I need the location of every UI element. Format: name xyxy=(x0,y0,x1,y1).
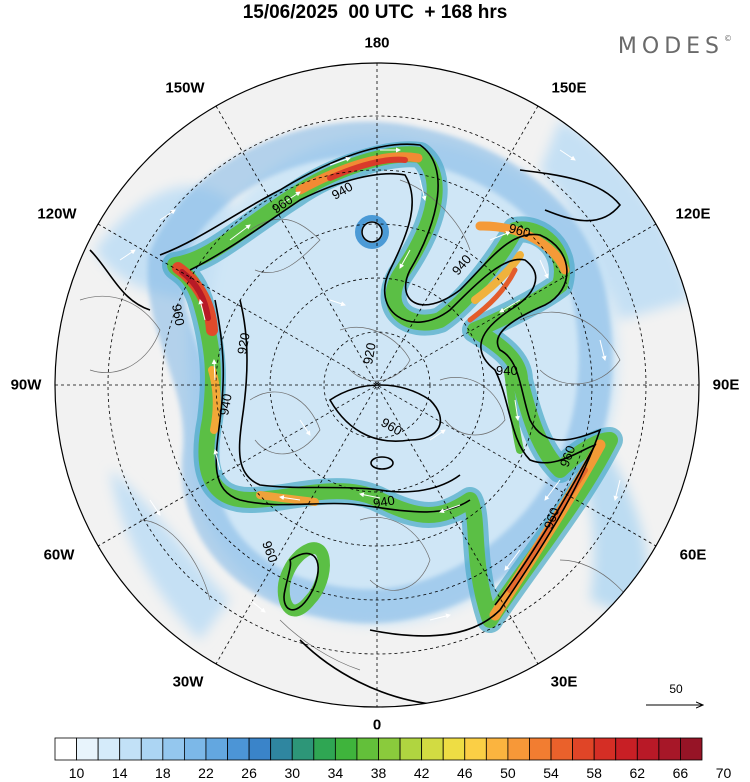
copyright-mark: © xyxy=(724,34,732,43)
height-contours xyxy=(89,143,622,706)
contour-label: 960 xyxy=(541,506,563,532)
lon-label-180: 180 xyxy=(364,34,390,52)
contour-label: 920 xyxy=(360,342,379,366)
brand-text: MODES xyxy=(617,34,724,59)
lon-label-0: 0 xyxy=(372,716,382,734)
graticule xyxy=(55,63,699,707)
lon-label-60w: 60W xyxy=(43,546,75,564)
lon-label-30e: 30E xyxy=(550,673,578,691)
reference-vector-arrow xyxy=(646,697,708,713)
jet-stream xyxy=(162,141,623,633)
contour-label: 940 xyxy=(216,393,235,417)
contour-label: 960 xyxy=(507,220,532,240)
contour-label: 920 xyxy=(234,332,253,356)
contour-label: 960 xyxy=(259,539,281,565)
contour-label: 960 xyxy=(557,444,579,470)
polar-vortex-core xyxy=(355,215,389,249)
map-title: 15/06/2025 00 UTC + 168 hrs xyxy=(242,2,508,23)
map-boundary xyxy=(54,62,700,708)
reference-vector-label: 50 xyxy=(669,682,683,696)
lon-label-60e: 60E xyxy=(679,546,707,564)
lon-label-150e: 150E xyxy=(551,79,587,97)
coastlines xyxy=(79,179,651,671)
lon-label-150w: 150W xyxy=(165,79,205,97)
map-disk xyxy=(55,63,699,707)
contour-label: 940 xyxy=(372,492,396,511)
lon-label-120e: 120E xyxy=(675,205,711,223)
modes-logo: MODES© xyxy=(618,34,732,59)
contour-label: 940 xyxy=(496,363,518,378)
wind-vectors xyxy=(119,147,621,621)
lon-label-90w: 90W xyxy=(10,376,42,394)
contour-label: 960 xyxy=(169,303,188,327)
lon-label-30w: 30W xyxy=(172,673,204,691)
lon-label-90e: 90E xyxy=(712,376,740,394)
lon-label-120w: 120W xyxy=(37,205,77,223)
